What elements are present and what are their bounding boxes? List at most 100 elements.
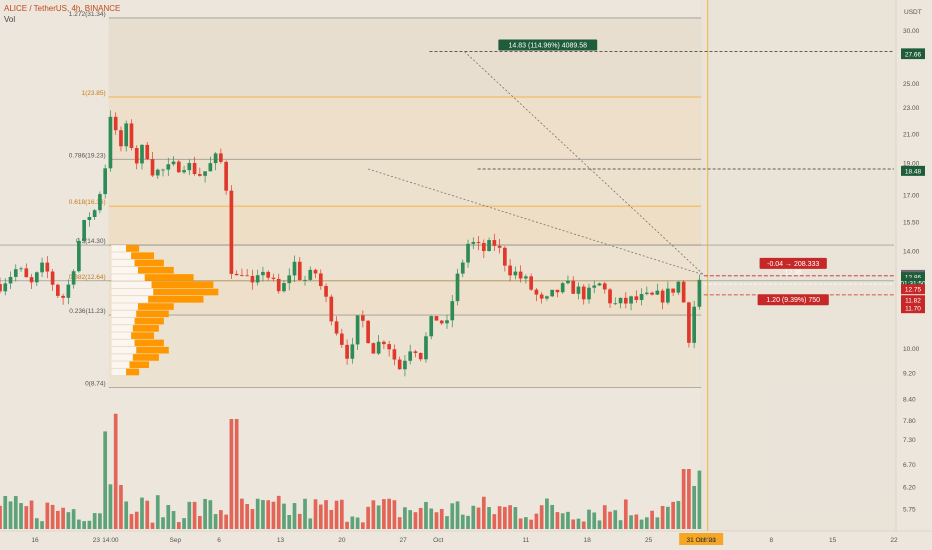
volume-bar: [671, 501, 675, 529]
volume-profile-bar: [129, 361, 150, 369]
candle-body: [697, 279, 702, 307]
volume-bar: [303, 498, 307, 529]
volume-profile-bar: [132, 354, 159, 361]
candle-body: [450, 301, 455, 321]
price-tick: 7.30: [903, 437, 916, 444]
candle-body: [466, 243, 470, 263]
volume-bar: [655, 517, 660, 529]
volume-bar: [429, 508, 434, 529]
fib-label: 1.272(31.34): [69, 11, 106, 18]
volume-bar: [124, 501, 129, 529]
volume-bar: [597, 520, 602, 529]
time-axis-bg: [0, 531, 932, 550]
candle-body: [234, 273, 239, 276]
volume-bar: [71, 509, 76, 529]
drawings[interactable]: 14.83 (114.96%) 4089.58 -0.04 → 208.333 1.…: [367, 39, 894, 306]
candle-body: [497, 245, 502, 248]
volume-profile-bar: [134, 339, 164, 347]
candle-body: [150, 159, 155, 176]
candle-body: [124, 123, 129, 147]
candle-body: [361, 315, 365, 321]
volume-bar: [618, 520, 623, 529]
measure-label: 12.36: [784, 270, 802, 277]
candle-body: [639, 293, 644, 300]
price-label: 12.75: [905, 287, 922, 294]
volume-bar: [224, 514, 228, 529]
volume-profile-bar: [132, 325, 159, 332]
volume-bar: [366, 506, 370, 529]
trend-line[interactable]: [367, 168, 704, 276]
price-label: 01:31:50: [900, 280, 926, 287]
volume-bar: [155, 495, 160, 529]
price-tick: 6.70: [903, 462, 916, 469]
candle-body: [576, 286, 581, 294]
time-axis[interactable]: 16 23 14:00 Sep 6 13 20 27 Oct 11 18 25 31 Oct '2118…: [0, 530, 932, 550]
volume-bar: [497, 506, 502, 529]
candle-body: [387, 344, 391, 350]
price-tick: 23.00: [903, 105, 920, 112]
volume-bar: [550, 504, 555, 529]
volume-bar: [255, 498, 260, 529]
currency-label: USDT: [904, 9, 922, 16]
volume-indicator-label[interactable]: Vol: [4, 15, 16, 24]
candle-body: [676, 281, 681, 293]
volume-bar: [129, 514, 134, 529]
measure-label: -0.04 → 208.333: [767, 261, 819, 268]
price-axis[interactable]: USDT 30.00 25.00 23.00 21.00 19.00 17.00 15.50 1…: [895, 0, 932, 531]
volume-bar: [439, 509, 444, 529]
volume-bar: [592, 512, 597, 529]
candle-body: [56, 284, 60, 296]
candle-body: [197, 174, 202, 176]
candle-body: [113, 116, 118, 131]
measure-label-box: [757, 294, 829, 306]
volume-profile-row: [111, 353, 134, 361]
candle-body: [429, 316, 434, 337]
volume-bar: [250, 509, 255, 529]
volume-bar: [539, 505, 544, 529]
volume-profile-bar: [136, 346, 169, 354]
cursor-date-box: [679, 533, 724, 545]
candle-body: [0, 284, 2, 292]
candle-body: [219, 153, 223, 162]
candle-body: [40, 262, 44, 273]
candle-body: [550, 289, 555, 297]
volume-bar: [166, 505, 171, 529]
volume-bar: [82, 521, 86, 529]
time-tick: 18: [584, 537, 592, 544]
candle-body: [334, 321, 339, 334]
volume-profile-row: [111, 310, 137, 318]
fib-label: 0.382(12.64): [69, 274, 106, 281]
candle-body: [71, 271, 76, 285]
volume-bar: [219, 510, 223, 529]
candle-body: [371, 343, 376, 354]
candle-body: [92, 210, 97, 218]
measure-label: 14.83 (114.96%) 4089.58: [509, 42, 588, 49]
price-tick: 9.20: [903, 370, 916, 377]
candle-body: [129, 123, 134, 148]
candle-body: [403, 360, 407, 370]
trend-line[interactable]: [464, 51, 705, 276]
volume-bar: [513, 507, 518, 529]
candle-body: [87, 217, 92, 221]
volume-bar: [608, 511, 612, 529]
candle-body: [460, 262, 465, 274]
volume-bar: [92, 513, 97, 529]
volume-bar: [150, 522, 155, 529]
cursor-date-label: 31 Oct '21: [686, 537, 716, 544]
volume-bar: [334, 500, 339, 529]
candle-body: [629, 296, 633, 304]
volume-bar: [471, 505, 476, 529]
time-tick: 25: [645, 537, 653, 544]
volume-bar: [103, 431, 108, 529]
candle-body: [408, 351, 413, 361]
candle-body: [329, 296, 334, 322]
symbol-title[interactable]: ALICE / TetherUS, 4h, BINANCE: [4, 4, 121, 13]
volume-bar: [581, 521, 586, 529]
fib-zone: [108, 17, 702, 98]
volume-bar: [50, 504, 55, 529]
time-tick: 6: [217, 537, 221, 544]
volume-bar: [350, 516, 355, 529]
volume-bar: [182, 518, 186, 529]
volume-bar: [481, 496, 486, 529]
